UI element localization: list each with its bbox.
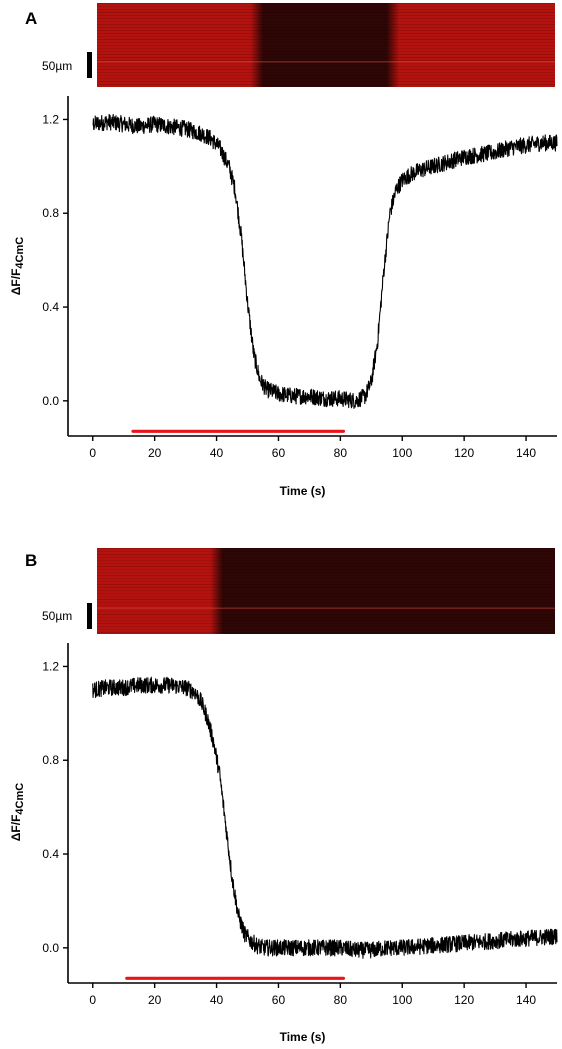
y-tick-label: 0.0: [42, 941, 59, 955]
y-tick-label: 1.2: [42, 659, 59, 673]
y-tick-label: 0.8: [42, 753, 59, 767]
series-0-line: [92, 676, 558, 959]
panel-b-scale-bar: 50µm: [42, 603, 92, 629]
x-tick-label: 120: [454, 446, 474, 460]
x-tick-label: 40: [210, 993, 224, 1007]
panel-a-letter: A: [25, 9, 37, 28]
y-axis-title: ΔF/F4CmC: [9, 237, 26, 295]
panel-a-trace: [92, 113, 558, 409]
y-axis-title-sub: 4CmC: [14, 237, 26, 269]
x-tick-label: 60: [272, 993, 286, 1007]
scale-bar: [87, 603, 92, 629]
scale-bar: [87, 52, 92, 78]
y-axis-title-main: ΔF/F: [9, 815, 23, 842]
scale-bar-label: 50µm: [42, 609, 72, 623]
y-tick-label: 0.0: [42, 394, 59, 408]
x-axis-title: Time (s): [280, 484, 326, 498]
x-tick-label: 60: [272, 446, 286, 460]
x-tick-label: 80: [334, 446, 348, 460]
x-tick-label: 0: [89, 446, 96, 460]
x-tick-label: 100: [392, 446, 412, 460]
series-0-line: [92, 113, 558, 409]
panel-b-trace: [92, 676, 558, 959]
x-tick-label: 20: [148, 993, 162, 1007]
y-axis-title-sub: 4CmC: [14, 783, 26, 815]
kymograph-image: [97, 548, 555, 634]
panel-b-kymograph: [97, 548, 555, 634]
x-tick-label: 80: [334, 993, 348, 1007]
x-tick-label: 20: [148, 446, 162, 460]
x-tick-label: 140: [516, 993, 536, 1007]
panel-b-letter: B: [25, 551, 37, 570]
scale-bar-label: 50µm: [42, 59, 72, 73]
y-tick-label: 0.4: [42, 300, 59, 314]
y-tick-label: 1.2: [42, 112, 59, 126]
panel-a-scale-bar: 50µm: [42, 52, 92, 78]
panel-b: B 50µm 0.0 0.4 0.8 1.2 0 20 40 60 80 100 120 140 Tim…: [9, 548, 558, 1044]
y-axis-title: ΔF/F4CmC: [9, 783, 26, 841]
y-axis-title-main: ΔF/F: [9, 269, 23, 296]
panel-a: A 50µm 0.0 0.4 0.8 1.2 0 20 40 60 80 100 120 140 Tim…: [9, 3, 558, 498]
kymograph-image: [97, 3, 555, 87]
x-axis-title: Time (s): [280, 1030, 326, 1044]
x-tick-label: 40: [210, 446, 224, 460]
panel-b-axes: 0.0 0.4 0.8 1.2 0 20 40 60 80 100 120 140 Time (s) ΔF…: [9, 643, 557, 1044]
panel-a-kymograph: [97, 3, 555, 87]
x-tick-label: 140: [516, 446, 536, 460]
y-tick-label: 0.4: [42, 847, 59, 861]
y-tick-label: 0.8: [42, 206, 59, 220]
x-tick-label: 120: [454, 993, 474, 1007]
x-tick-label: 100: [392, 993, 412, 1007]
panel-a-axes: 0.0 0.4 0.8 1.2 0 20 40 60 80 100 120 140 Time (s) ΔF…: [9, 96, 557, 498]
x-tick-label: 0: [89, 993, 96, 1007]
